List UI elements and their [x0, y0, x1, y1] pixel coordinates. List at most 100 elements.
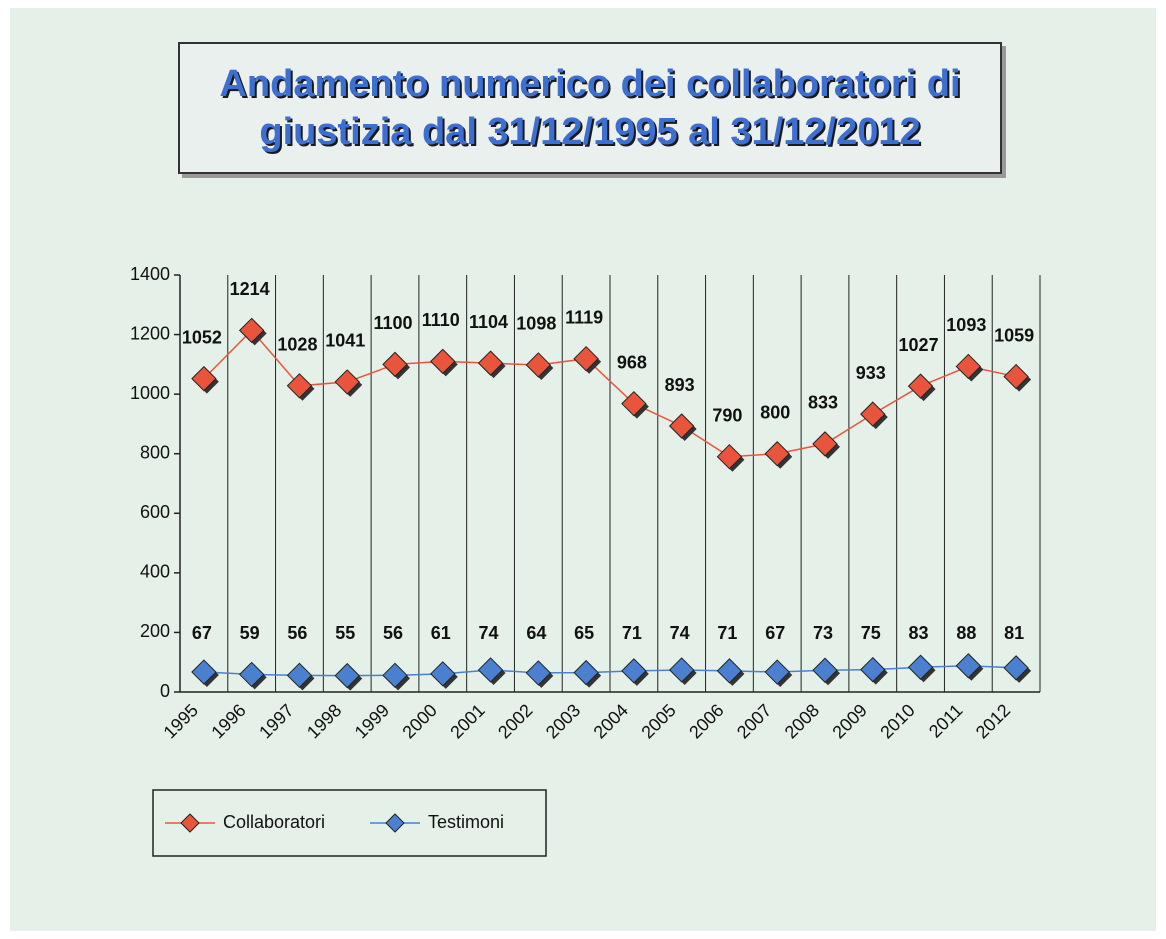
- data-label: 88: [956, 623, 976, 643]
- data-label: 933: [856, 363, 886, 383]
- marker: [764, 441, 790, 467]
- x-tick-label: 2001: [446, 700, 488, 742]
- data-label: 56: [287, 623, 307, 643]
- x-tick-label: 1999: [351, 700, 393, 742]
- x-tick-label: 2004: [590, 700, 632, 742]
- x-tick-label: 1997: [255, 700, 297, 742]
- x-tick-label: 1998: [303, 700, 345, 742]
- data-label: 67: [765, 623, 785, 643]
- data-label: 59: [240, 623, 260, 643]
- x-tick-label: 2012: [972, 700, 1014, 742]
- data-label: 74: [479, 623, 499, 643]
- x-tick-label: 2000: [399, 700, 441, 742]
- marker: [716, 443, 743, 470]
- marker: [525, 660, 552, 686]
- marker: [430, 661, 456, 687]
- data-label: 71: [717, 623, 737, 643]
- marker: [955, 653, 982, 679]
- x-tick-label: 2007: [733, 700, 775, 742]
- x-tick-label: 1995: [160, 700, 202, 742]
- y-tick-label: 1200: [130, 323, 170, 343]
- x-tick-label: 1996: [207, 700, 249, 742]
- data-label: 1104: [469, 312, 508, 332]
- y-tick-label: 1000: [130, 383, 170, 403]
- data-label: 800: [760, 402, 790, 422]
- data-label: 1119: [565, 307, 603, 327]
- x-tick-label: 2010: [876, 700, 918, 742]
- y-tick-label: 200: [140, 621, 170, 641]
- marker: [286, 373, 313, 399]
- marker: [907, 654, 934, 680]
- y-tick-label: 1400: [130, 264, 170, 284]
- marker: [812, 657, 838, 683]
- data-label: 1059: [994, 325, 1034, 345]
- data-label: 1093: [946, 315, 986, 335]
- data-label: 64: [526, 623, 546, 643]
- data-label: 67: [192, 623, 212, 643]
- marker: [860, 656, 886, 683]
- marker: [668, 657, 695, 683]
- marker: [621, 390, 647, 417]
- x-tick-label: 2002: [494, 700, 536, 742]
- legend-label: Collaboratori: [223, 812, 325, 832]
- data-label: 71: [622, 623, 642, 643]
- data-label: 81: [1004, 623, 1024, 643]
- title-box: Andamento numerico dei collaboratori di …: [178, 42, 1002, 174]
- marker: [191, 659, 217, 685]
- data-label: 1028: [277, 335, 317, 355]
- marker: [477, 657, 504, 683]
- legend-box: [152, 789, 547, 857]
- marker: [1003, 363, 1029, 390]
- data-label: 65: [574, 623, 594, 643]
- marker: [477, 350, 504, 376]
- data-label: 61: [431, 623, 451, 643]
- data-label: 83: [909, 623, 929, 643]
- data-label: 74: [670, 623, 690, 643]
- marker: [621, 658, 647, 684]
- legend-marker: [180, 813, 200, 833]
- y-tick-label: 800: [140, 442, 170, 462]
- data-label: 75: [861, 623, 881, 643]
- marker: [525, 352, 552, 378]
- marker: [334, 369, 360, 395]
- data-label: 1027: [899, 335, 939, 355]
- marker: [286, 662, 313, 689]
- data-label: 1041: [325, 331, 365, 351]
- data-label: 1100: [373, 313, 412, 333]
- data-label: 1052: [182, 327, 222, 347]
- data-label: 833: [808, 393, 838, 413]
- marker: [430, 348, 456, 375]
- data-label: 73: [813, 623, 833, 643]
- chart-title: Andamento numerico dei collaboratori di …: [219, 63, 961, 153]
- y-tick-label: 0: [160, 681, 170, 701]
- x-tick-label: 2011: [925, 700, 967, 742]
- marker: [716, 658, 743, 684]
- marker: [812, 431, 838, 457]
- marker: [334, 662, 360, 689]
- y-tick-label: 600: [140, 502, 170, 522]
- data-label: 790: [712, 405, 742, 425]
- marker: [238, 317, 265, 344]
- marker: [238, 661, 265, 688]
- x-tick-label: 2008: [781, 700, 823, 742]
- x-tick-label: 2009: [829, 700, 871, 742]
- legend-label: Testimoni: [428, 812, 504, 832]
- marker: [573, 659, 599, 686]
- legend-marker: [385, 813, 405, 833]
- x-tick-label: 2005: [637, 700, 679, 742]
- y-tick-label: 400: [140, 562, 170, 582]
- marker: [191, 365, 217, 392]
- marker: [573, 345, 599, 372]
- marker: [764, 659, 790, 685]
- marker: [382, 351, 408, 378]
- marker: [668, 413, 695, 439]
- data-label: 1214: [230, 279, 270, 299]
- x-tick-label: 2003: [542, 700, 584, 742]
- data-label: 893: [665, 375, 695, 395]
- data-label: 55: [335, 623, 355, 643]
- data-label: 1110: [422, 310, 460, 330]
- marker: [955, 353, 982, 380]
- marker: [1003, 655, 1029, 681]
